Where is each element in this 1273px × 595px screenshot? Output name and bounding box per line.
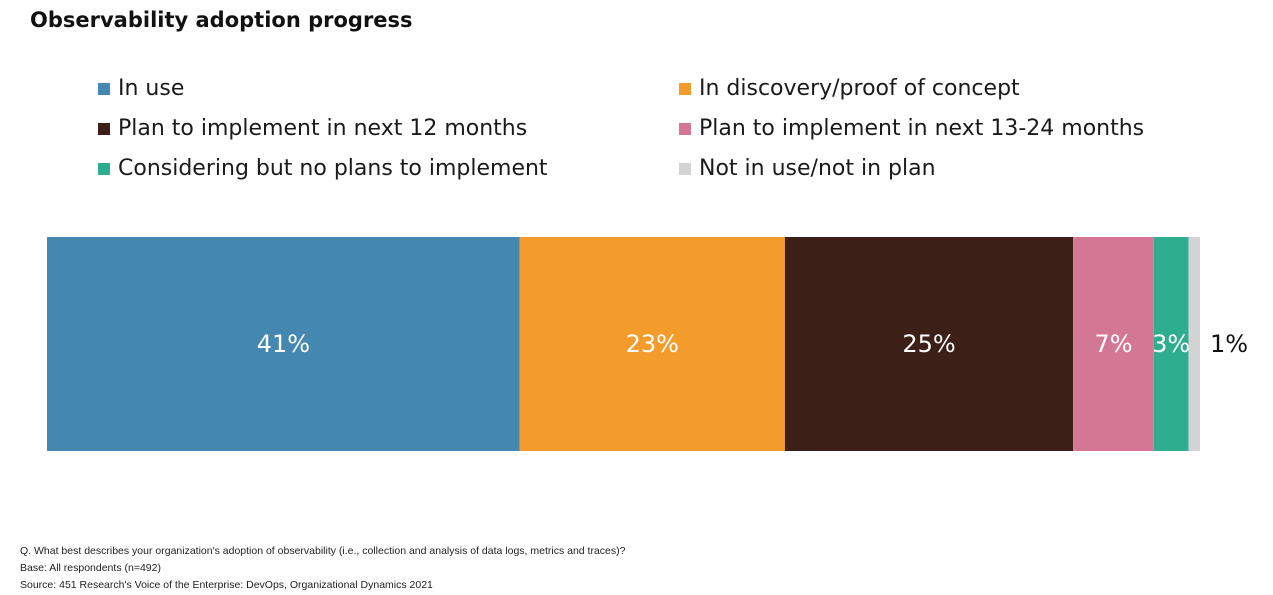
legend-item-considering: Considering but no plans to implement — [98, 156, 548, 181]
legend-label: Considering but no plans to implement — [118, 156, 548, 181]
bar-segment-1 — [47, 237, 520, 451]
legend-label: Plan to implement in next 13-24 months — [699, 116, 1145, 141]
bar-segment-6 — [1188, 237, 1200, 451]
legend-item-discovery: In discovery/proof of concept — [679, 76, 1020, 101]
legend-swatch — [98, 162, 110, 175]
data-label-2: 23% — [626, 330, 679, 358]
data-label-6: 1% — [1210, 330, 1248, 358]
footnote-base: Base: All respondents (n=492) — [20, 562, 161, 574]
legend-item-not-in-use: Not in use/not in plan — [679, 156, 936, 181]
data-label-3: 25% — [902, 330, 955, 358]
bar-segment-5 — [1153, 237, 1189, 451]
legend-swatch — [679, 82, 691, 95]
legend-item-in-use: In use — [98, 76, 184, 101]
footnote-source: Source: 451 Research's Voice of the Ente… — [20, 579, 433, 591]
footnote-question: Q. What best describes your organization… — [20, 545, 626, 557]
legend-swatch — [679, 162, 691, 175]
bar-segment-2 — [519, 237, 785, 451]
bar-segment-3 — [784, 237, 1074, 451]
legend-label: Plan to implement in next 12 months — [118, 116, 528, 141]
data-label-1: 41% — [257, 330, 310, 358]
legend: In use In discovery/proof of concept Pla… — [98, 72, 1198, 192]
legend-swatch — [98, 82, 110, 95]
legend-item-plan-13-24: Plan to implement in next 13-24 months — [679, 116, 1144, 141]
legend-item-plan-12: Plan to implement in next 12 months — [98, 116, 527, 141]
legend-swatch — [679, 122, 691, 135]
bar-segment-4 — [1073, 237, 1154, 451]
data-label-4: 7% — [1094, 330, 1132, 358]
data-label-5: 3% — [1152, 330, 1190, 358]
legend-label: In use — [118, 76, 185, 101]
legend-swatch — [98, 122, 110, 135]
chart-title: Observability adoption progress — [30, 8, 413, 32]
legend-label: Not in use/not in plan — [699, 156, 936, 181]
legend-label: In discovery/proof of concept — [699, 76, 1020, 101]
